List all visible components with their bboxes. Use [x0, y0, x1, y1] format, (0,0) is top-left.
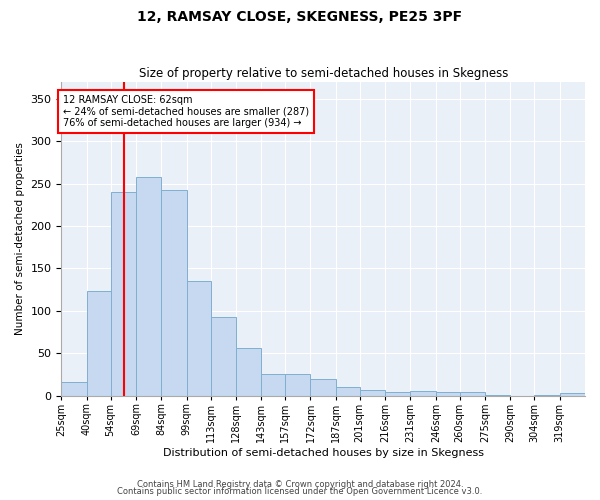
- Bar: [110, 192, 136, 396]
- Bar: [87, 292, 110, 396]
- Bar: [359, 390, 385, 396]
- Bar: [161, 190, 187, 396]
- Y-axis label: Number of semi-detached properties: Number of semi-detached properties: [15, 142, 25, 335]
- Bar: [534, 394, 560, 396]
- Bar: [485, 394, 511, 396]
- Bar: [61, 382, 87, 396]
- Bar: [385, 392, 410, 396]
- Bar: [236, 348, 262, 396]
- Bar: [310, 380, 336, 396]
- Text: 12, RAMSAY CLOSE, SKEGNESS, PE25 3PF: 12, RAMSAY CLOSE, SKEGNESS, PE25 3PF: [137, 10, 463, 24]
- Bar: [187, 281, 211, 396]
- Bar: [336, 387, 359, 396]
- X-axis label: Distribution of semi-detached houses by size in Skegness: Distribution of semi-detached houses by …: [163, 448, 484, 458]
- Bar: [560, 393, 585, 396]
- Bar: [410, 392, 436, 396]
- Bar: [262, 374, 285, 396]
- Bar: [285, 374, 310, 396]
- Bar: [211, 316, 236, 396]
- Text: Contains HM Land Registry data © Crown copyright and database right 2024.: Contains HM Land Registry data © Crown c…: [137, 480, 463, 489]
- Bar: [436, 392, 460, 396]
- Bar: [136, 177, 161, 396]
- Bar: [460, 392, 485, 396]
- Text: 12 RAMSAY CLOSE: 62sqm
← 24% of semi-detached houses are smaller (287)
76% of se: 12 RAMSAY CLOSE: 62sqm ← 24% of semi-det…: [63, 95, 309, 128]
- Title: Size of property relative to semi-detached houses in Skegness: Size of property relative to semi-detach…: [139, 66, 508, 80]
- Text: Contains public sector information licensed under the Open Government Licence v3: Contains public sector information licen…: [118, 487, 482, 496]
